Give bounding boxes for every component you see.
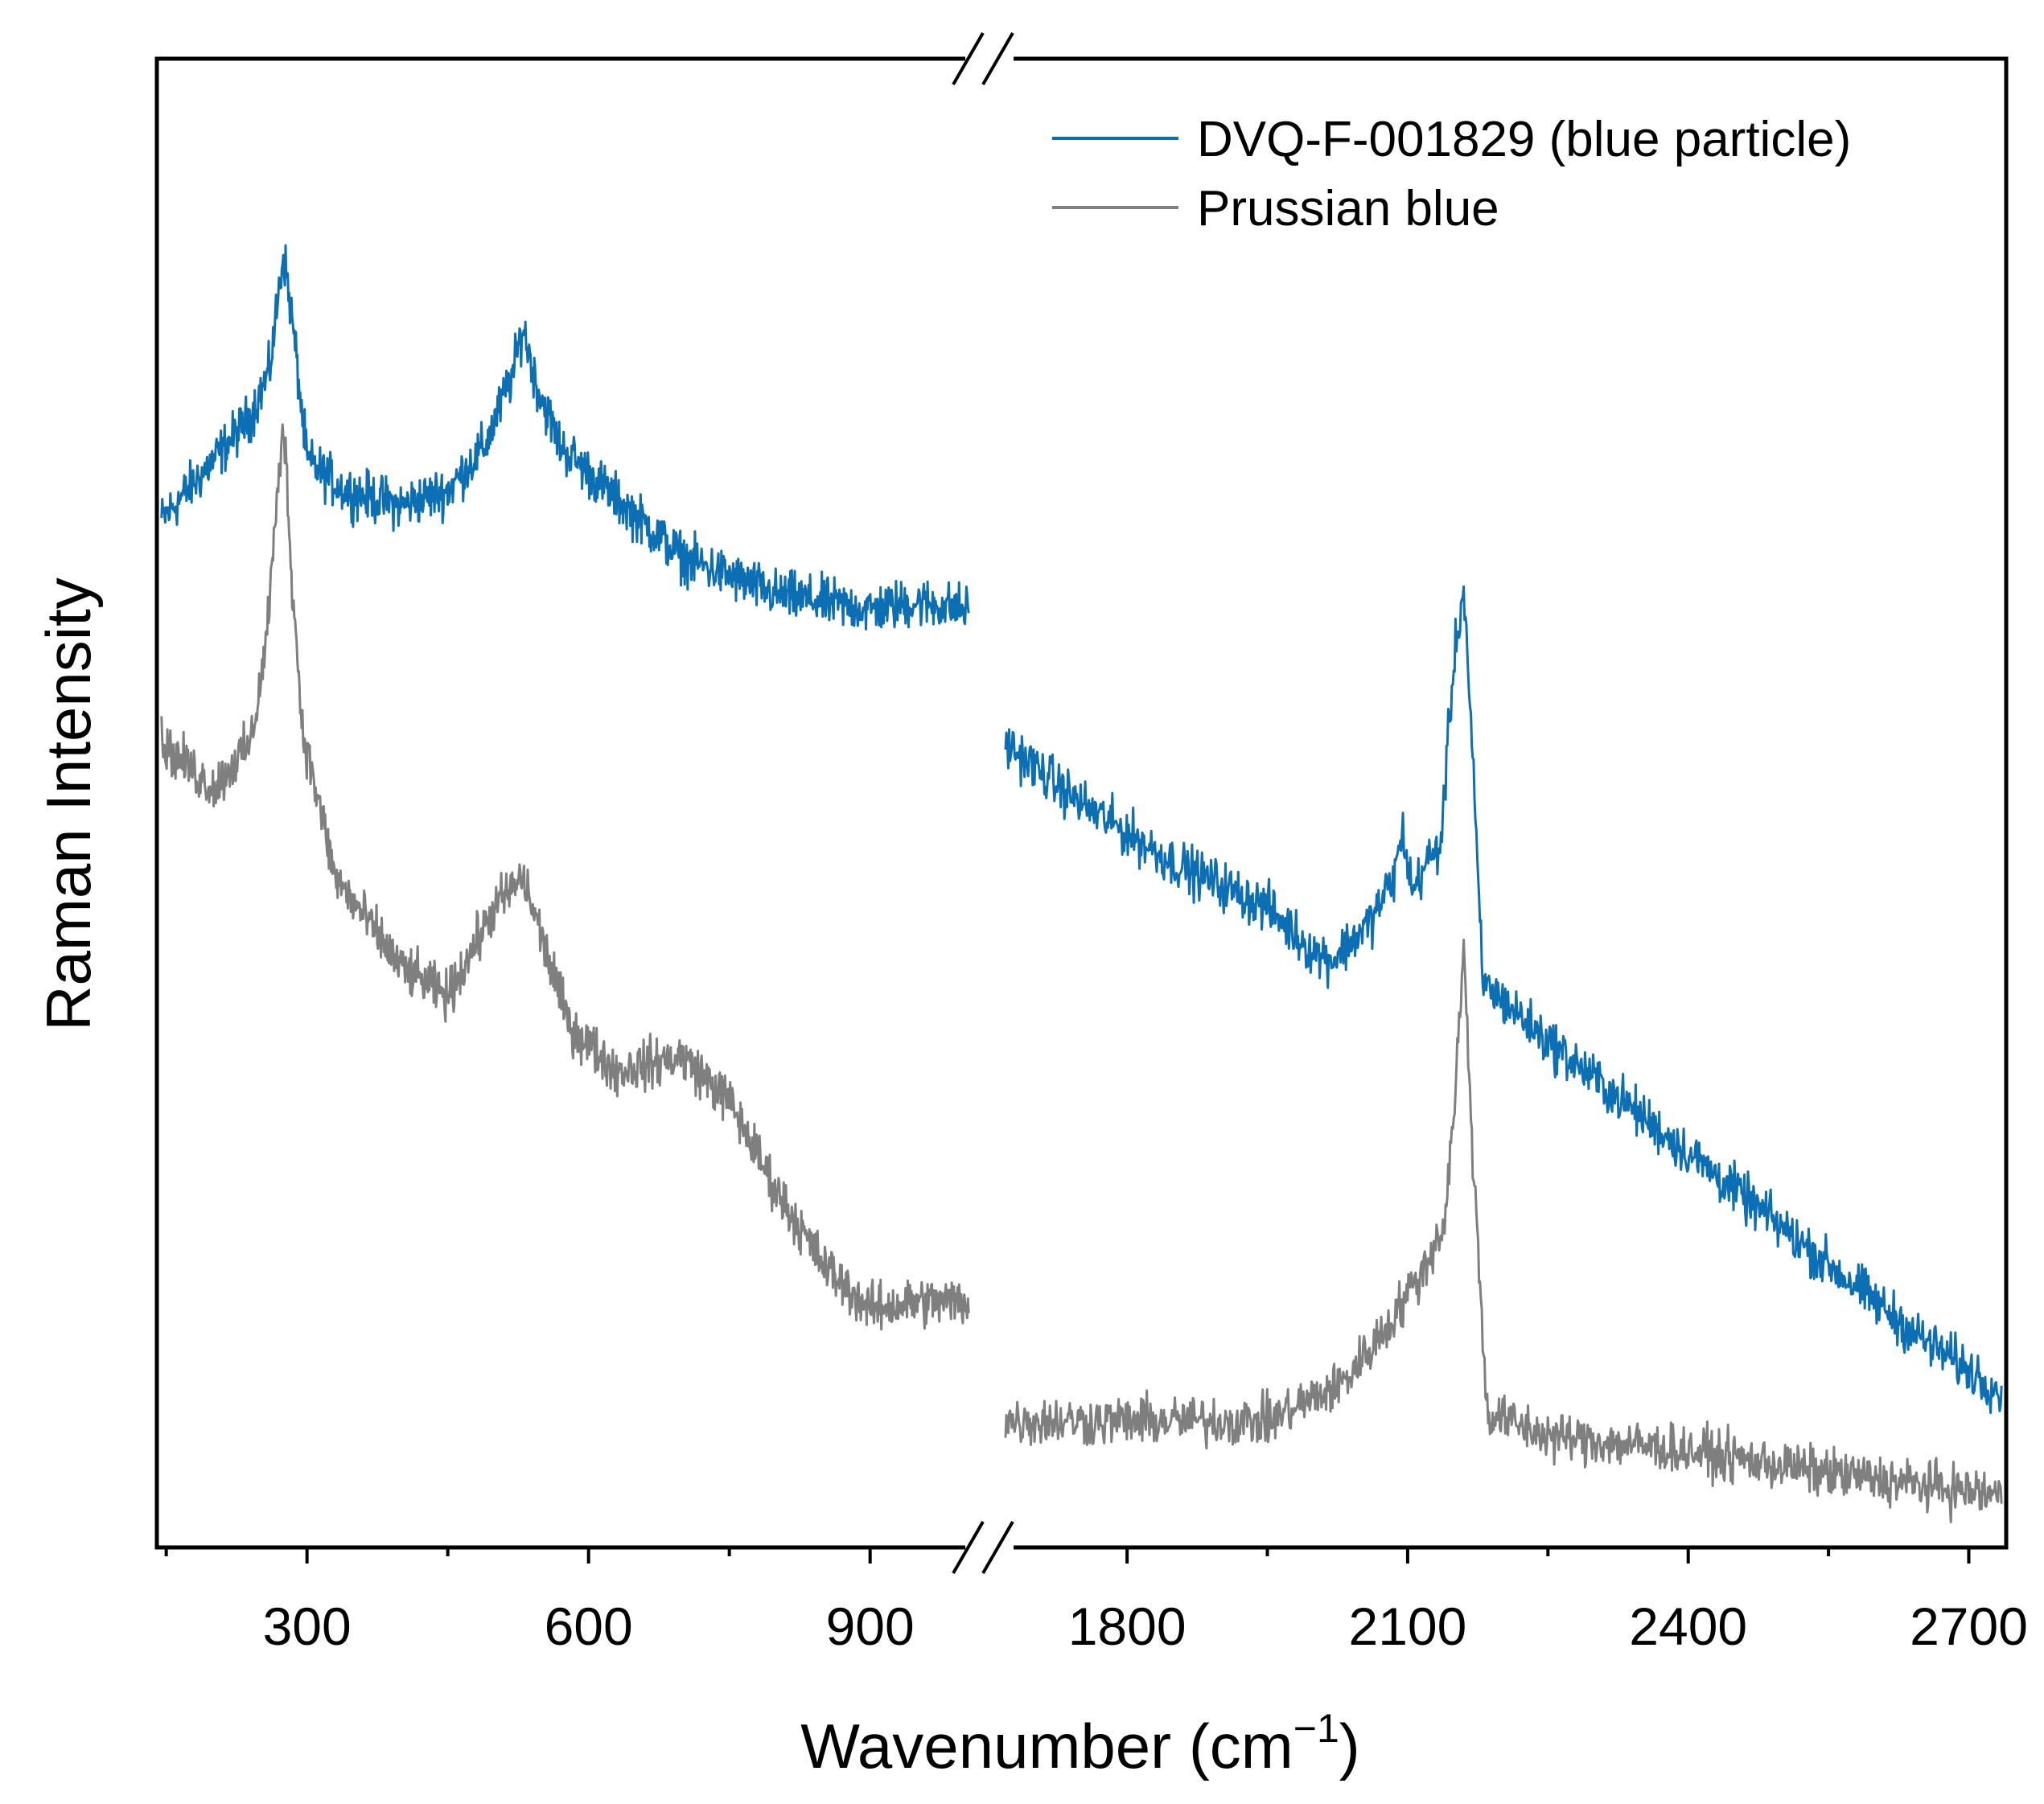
- axis-break-bottom: [952, 1520, 1014, 1575]
- series-layer: [160, 244, 2003, 1523]
- axis-break-top: [952, 31, 1014, 86]
- legend-label-prussian-blue: Prussian blue: [1197, 181, 1499, 236]
- legend-label-blue-particle: DVQ-F-001829 (blue particle): [1197, 112, 1851, 167]
- x-axis-ticks: 300 600 900 1800 2100 2400 2700: [164, 1547, 2028, 1656]
- x-tick-label-600: 600: [545, 1596, 633, 1656]
- x-tick-label-2400: 2400: [1629, 1596, 1747, 1656]
- x-tick-label-300: 300: [263, 1596, 352, 1656]
- series-line-prussian-blue-right: [1004, 939, 2003, 1523]
- plot-frame: [154, 56, 2009, 1550]
- series-line-blue-particle-right: [1004, 585, 2003, 1415]
- x-tick-label-1800: 1800: [1068, 1596, 1187, 1656]
- x-tick-label-2700: 2700: [1910, 1596, 2028, 1656]
- series-line-prussian-blue-left: [160, 423, 970, 1331]
- x-axis-title: Wavenumber (cm−1): [800, 1706, 1360, 1781]
- x-tick-label-2100: 2100: [1349, 1596, 1467, 1656]
- legend: DVQ-F-001829 (blue particle) Prussian bl…: [1052, 112, 1851, 236]
- series-line-blue-particle-left: [160, 244, 970, 631]
- x-tick-label-900: 900: [826, 1596, 915, 1656]
- y-axis-title: Raman Intensity: [33, 577, 104, 1031]
